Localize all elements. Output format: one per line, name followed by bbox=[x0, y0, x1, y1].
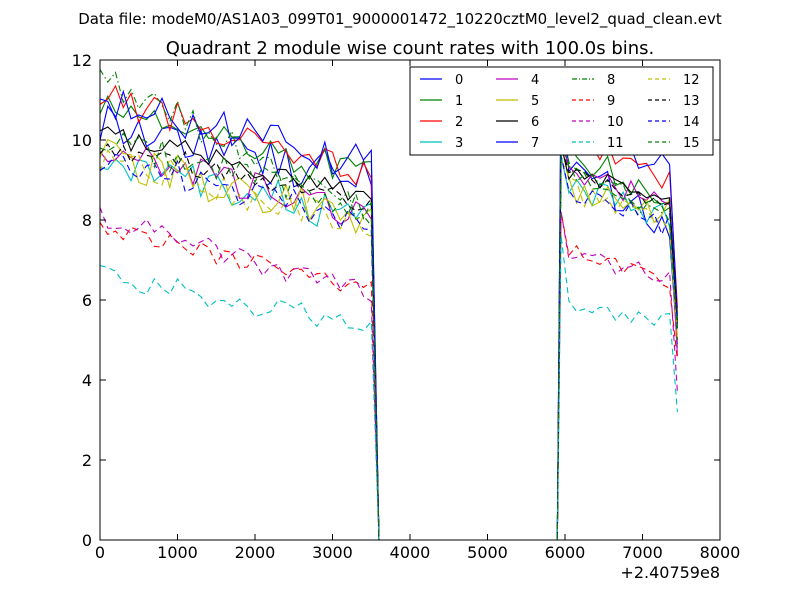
x-tick-label: 1000 bbox=[157, 543, 198, 562]
y-tick-label: 4 bbox=[82, 371, 92, 390]
y-tick-label: 10 bbox=[72, 131, 92, 150]
series-line-6 bbox=[99, 126, 678, 541]
x-tick-label: 8000 bbox=[700, 543, 741, 562]
chart-title: Quadrant 2 module wise count rates with … bbox=[166, 38, 655, 59]
x-tick-label: 3000 bbox=[312, 543, 353, 562]
legend-label-3: 3 bbox=[455, 136, 463, 151]
x-tick-label: 0 bbox=[95, 543, 105, 562]
figure-suptitle: Data file: modeM0/AS1A03_099T01_90000014… bbox=[78, 10, 722, 29]
series-line-8 bbox=[99, 69, 678, 541]
series-line-13 bbox=[99, 143, 678, 541]
legend-label-12: 12 bbox=[683, 73, 700, 88]
y-tick-label: 8 bbox=[82, 211, 92, 230]
axis-ticks: 0 1000 2000 3000 4000 5000 6000 7000 80000246810… bbox=[72, 51, 741, 562]
series-line-5 bbox=[99, 138, 678, 541]
series-line-10 bbox=[99, 207, 678, 541]
legend-label-10: 10 bbox=[607, 115, 624, 130]
legend-label-1: 1 bbox=[455, 94, 463, 109]
legend-label-2: 2 bbox=[455, 115, 463, 130]
x-tick-label: 6000 bbox=[545, 543, 586, 562]
series-line-12 bbox=[99, 149, 678, 541]
series-line-4 bbox=[99, 139, 678, 541]
legend-label-13: 13 bbox=[683, 94, 700, 109]
y-tick-label: 2 bbox=[82, 451, 92, 470]
legend-label-4: 4 bbox=[531, 73, 539, 88]
series-line-9 bbox=[99, 211, 678, 541]
legend-label-0: 0 bbox=[455, 73, 463, 88]
legend-label-6: 6 bbox=[531, 115, 539, 130]
y-tick-label: 0 bbox=[82, 531, 92, 550]
legend-label-15: 15 bbox=[683, 136, 700, 151]
legend-label-5: 5 bbox=[531, 94, 539, 109]
x-offset-label: +2.40759e8 bbox=[620, 563, 720, 582]
legend-label-9: 9 bbox=[607, 94, 615, 109]
legend-label-8: 8 bbox=[607, 73, 615, 88]
series-line-3 bbox=[99, 155, 678, 541]
legend-label-14: 14 bbox=[683, 115, 700, 130]
series-line-15 bbox=[99, 132, 678, 541]
legend-label-7: 7 bbox=[531, 136, 539, 151]
series-line-1 bbox=[99, 94, 678, 541]
y-tick-label: 12 bbox=[72, 51, 92, 70]
series-line-14 bbox=[99, 153, 678, 541]
x-tick-label: 7000 bbox=[622, 543, 663, 562]
x-tick-label: 5000 bbox=[467, 543, 508, 562]
legend-label-11: 11 bbox=[607, 136, 624, 151]
series-line-11 bbox=[99, 235, 678, 541]
x-tick-label: 2000 bbox=[235, 543, 276, 562]
y-tick-label: 6 bbox=[82, 291, 92, 310]
x-tick-label: 4000 bbox=[390, 543, 431, 562]
series-layer bbox=[99, 69, 678, 541]
legend-frame bbox=[409, 66, 714, 156]
